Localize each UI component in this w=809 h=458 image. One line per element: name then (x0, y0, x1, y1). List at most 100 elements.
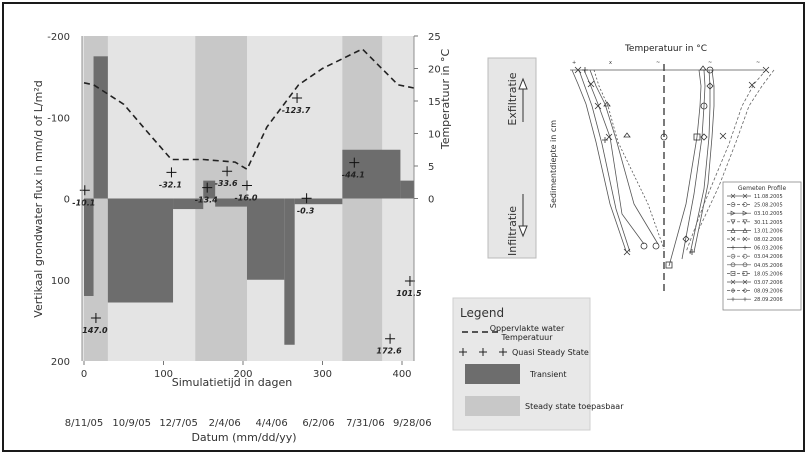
inset-legend-label-11: 08.09.2006 (754, 289, 783, 295)
x-axis-label: Simulatietijd in dagen (172, 376, 293, 389)
inset-legend-marker-12-0 (731, 297, 735, 302)
quasi-steady-marker-3 (202, 182, 213, 193)
svg-text:x: x (609, 60, 612, 66)
inset-legend-marker-7-0 (730, 253, 736, 259)
figure-frame: -10.1 147.0 -32.1 -13.4 -33.6 -16.0 -123.7 -0.3… (2, 2, 805, 452)
y2-tick-3: 15 (428, 97, 441, 108)
inset-legend-marker-10-0 (730, 279, 736, 285)
flux-chart: -10.1 147.0 -32.1 -13.4 -33.6 -16.0 -123.7 -0.3… (32, 32, 452, 444)
legend-item-steady-state: Steady state toepasbaar (525, 402, 624, 411)
inset-legend-marker-5-0 (730, 236, 736, 242)
inset-legend-title: Gemeten Profile (738, 185, 787, 192)
inset-legend-box (722, 181, 802, 311)
inset-legend-marker-8-0 (730, 262, 736, 268)
inset-legend-marker-11-0 (730, 288, 736, 294)
quasi-steady-marker-1 (90, 312, 101, 323)
exfiltration-arrow (518, 77, 528, 122)
inset-legend-label-1: 25.08.2005 (754, 203, 783, 209)
x2-axis-label: Datum (mm/dd/yy) (191, 431, 296, 444)
inset-legend-marker-1-1 (742, 202, 748, 207)
inset-legend-label-7: 03.04.2006 (754, 254, 783, 260)
x-tick-2: 200 (233, 369, 252, 380)
inset-title: Temperatuur in °C (624, 44, 707, 54)
quasi-steady-label-5: -16.0 (234, 194, 257, 203)
infiltration-arrow (518, 194, 528, 238)
quasi-steady-label-10: 101.5 (396, 289, 422, 298)
inset-legend-marker-12-1 (743, 297, 747, 302)
quasi-steady-label-2: -32.1 (159, 180, 182, 189)
quasi-steady-label-0: -10.1 (72, 198, 95, 207)
y-tick-0: -200 (47, 32, 70, 43)
inset-legend-marker-11-1 (742, 288, 748, 294)
y-tick-2: 0 (64, 195, 70, 206)
legend: Legend Oppervlakte water Temperatuur Qua… (452, 297, 624, 431)
inset-legend-marker-7-1 (742, 253, 748, 259)
profile-markers (574, 65, 770, 269)
quasi-steady-marker-0 (79, 185, 90, 196)
exfiltratie-label: Exfiltratie (506, 72, 519, 125)
legend-item-transient: Transient (529, 370, 567, 379)
inset-top-ticks: + x ~ ~ ~ (572, 60, 760, 66)
infiltratie-label: Infiltratie (506, 206, 519, 256)
inset-legend-marker-2-0 (730, 210, 736, 216)
inset-legend-label-10: 03.07.2006 (754, 280, 783, 286)
transient-bar-11 (342, 149, 401, 199)
quasi-steady-marker-10 (404, 275, 415, 286)
x-tick-4: 400 (392, 369, 411, 380)
quasi-steady-label-9: 172.6 (376, 347, 402, 356)
y2-tick-2: 10 (428, 130, 441, 141)
quasi-steady-label-3: -13.4 (195, 196, 218, 205)
inset-legend-label-0: 11.08.2005 (754, 194, 783, 200)
date-tick-5: 6/2/06 (302, 418, 334, 429)
inset-legend-marker-3-0 (730, 219, 736, 225)
legend-item-temperature-line1: Oppervlakte water (490, 324, 565, 333)
inset-legend-marker-5-1 (742, 236, 748, 242)
transient-bar-4 (107, 198, 174, 303)
transient-bar-6 (203, 180, 216, 199)
inset-legend-marker-10-1 (742, 279, 748, 285)
figure: -10.1 147.0 -32.1 -13.4 -33.6 -16.0 -123.7 -0.3… (32, 32, 802, 444)
y-ticks: -200 -100 0 100 200 (47, 32, 70, 368)
x-tick-0: 0 (81, 369, 87, 380)
y2-ticks: 0 5 10 15 20 25 (414, 32, 441, 206)
inset-legend-marker-4-0 (730, 227, 736, 233)
inset-legend-marker-6-1 (743, 245, 747, 250)
inset-legend-marker-8-1 (742, 262, 748, 268)
date-tick-4: 4/4/06 (256, 418, 288, 429)
inset-legend-label-4: 13.01.2006 (754, 228, 783, 234)
y-tick-1: -100 (47, 113, 70, 124)
x-tick-3: 300 (313, 369, 332, 380)
date-tick-3: 2/4/06 (209, 418, 241, 429)
inset-legend-label-12: 28.09.2006 (754, 297, 783, 303)
transient-bar-0 (84, 198, 94, 296)
quasi-steady-marker-9 (385, 333, 396, 344)
quasi-steady-label-7: -0.3 (297, 206, 315, 215)
quasi-steady-label-6: -123.7 (282, 106, 311, 115)
quasi-steady-label-1: 147.0 (82, 326, 108, 335)
y2-tick-0: 0 (428, 195, 434, 206)
date-ticks: 8/11/05 10/9/05 12/7/05 2/4/06 4/4/06 6/2/06 7… (65, 418, 432, 429)
legend-transient-swatch (465, 364, 520, 384)
arrow-box (487, 57, 537, 259)
inset-legend-marker-4-1 (742, 227, 748, 233)
inset-legend-label-5: 08.02.2006 (754, 237, 783, 243)
inset-legend-label-2: 03.10.2005 (754, 211, 783, 217)
quasi-steady-label-8: -44.1 (342, 171, 365, 180)
date-tick-7: 9/28/06 (393, 418, 432, 429)
svg-text:+: + (572, 60, 576, 66)
inset-legend-label-9: 18.05.2006 (754, 271, 783, 277)
inset-legend-marker-1-0 (730, 202, 736, 207)
inset-legend-marker-0-0 (730, 193, 736, 199)
quasi-steady-marker-5 (241, 180, 252, 191)
x-ticks: 0 100 200 300 400 (81, 361, 412, 380)
transient-bar-12 (400, 180, 414, 199)
y2-tick-1: 5 (428, 162, 434, 173)
inset-legend-marker-0-1 (742, 193, 748, 199)
inset-legend-label-3: 30.11.2005 (754, 220, 783, 226)
y-tick-3: 100 (51, 276, 70, 287)
y2-axis-label: Temperatuur in °C (439, 49, 452, 151)
inset-y-label: Sedimentdiepte in cm (549, 120, 558, 208)
inset-legend-items: 11.08.2005 25.08.2005 03.10.2005 30.11.2005… (727, 193, 783, 303)
transient-bar-1 (93, 56, 108, 199)
y-tick-4: 200 (51, 357, 70, 368)
